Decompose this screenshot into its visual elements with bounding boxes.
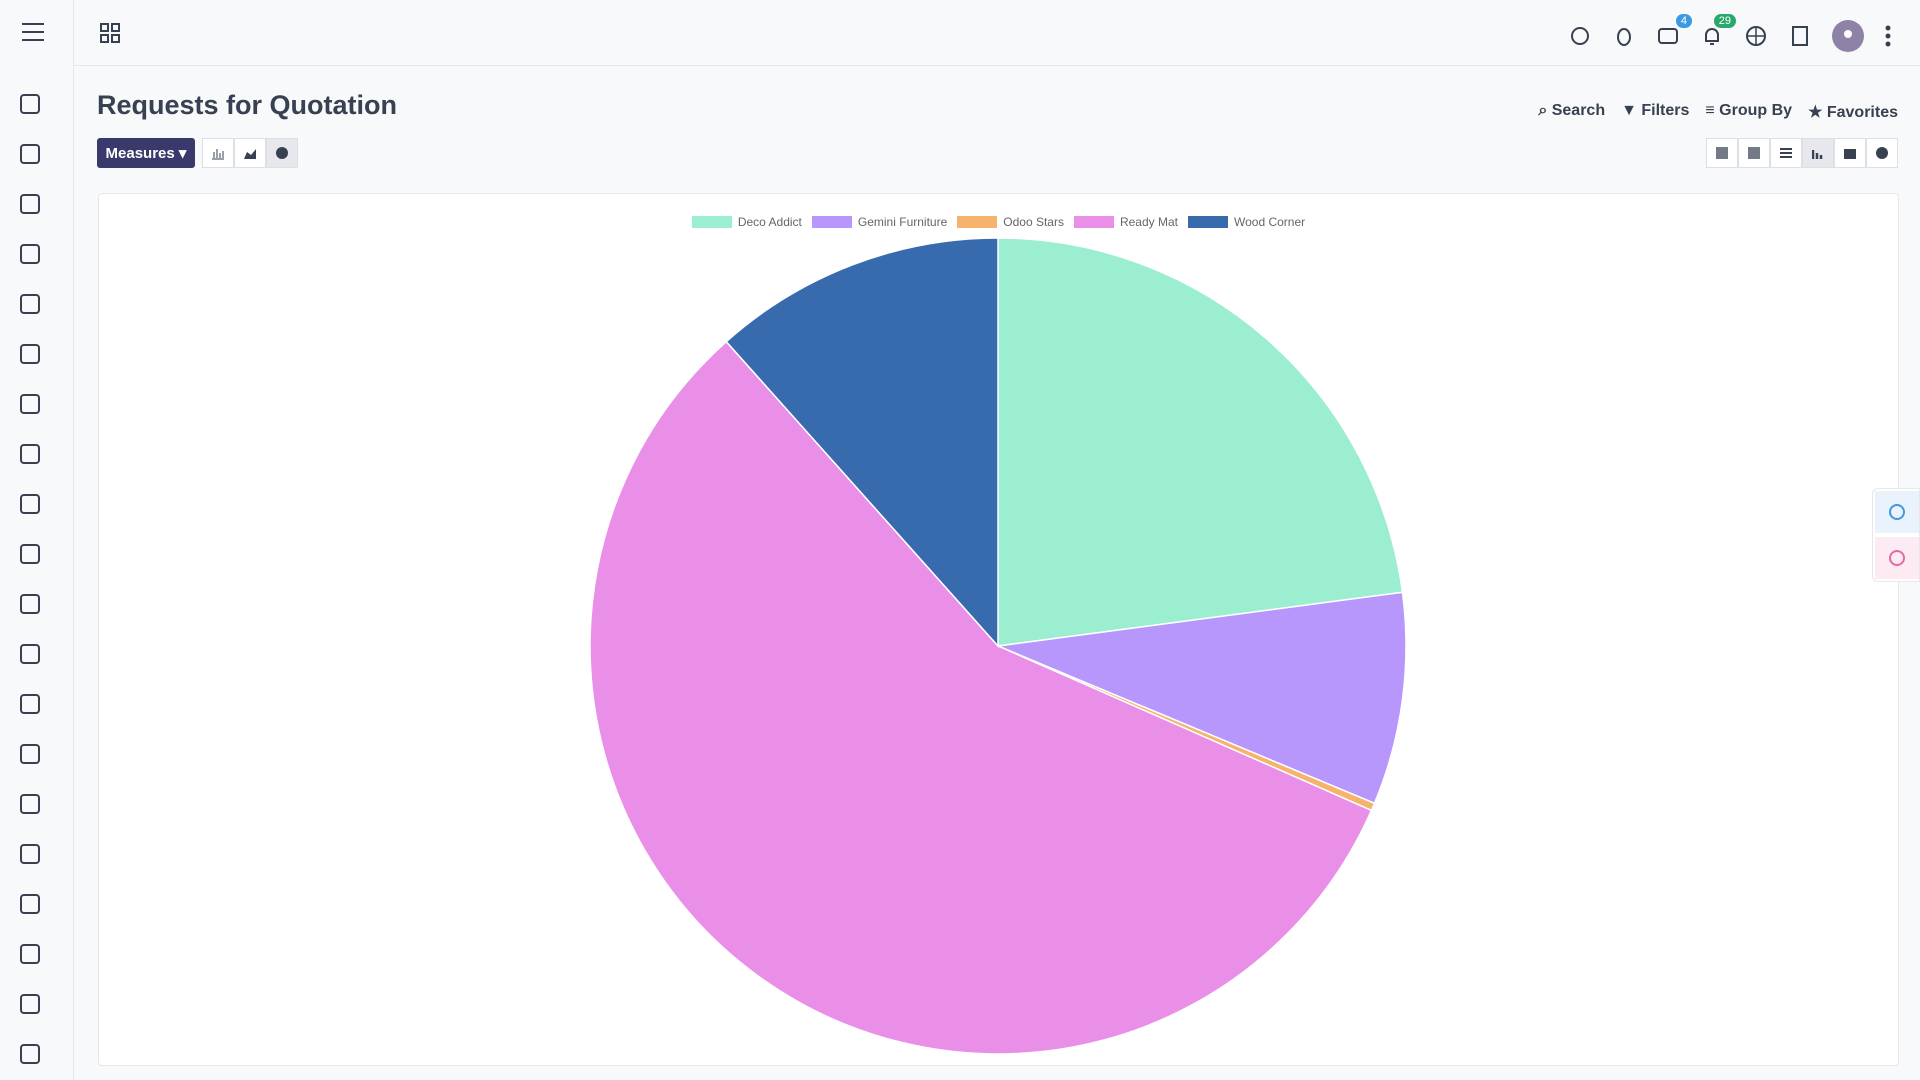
app-icon[interactable] [18,892,42,916]
favorites-label: Favorites [1826,104,1898,121]
legend-item[interactable]: Deco Addict [691,215,802,229]
pie-chart-button[interactable] [266,138,298,168]
side-widget [1872,488,1920,582]
line-chart-button[interactable] [234,138,266,168]
app-icon[interactable] [18,942,42,966]
pie-slice[interactable] [995,591,1407,805]
systray: 4 29 [1568,14,1892,52]
search[interactable]: ⌕ Search [1538,102,1606,119]
pie-slice[interactable] [997,237,1404,647]
legend-item[interactable]: Odoo Stars [957,215,1064,229]
app-icon[interactable] [18,292,42,316]
messages[interactable]: 4 [1656,14,1692,48]
app-icon[interactable] [18,242,42,266]
view-switcher [1706,138,1898,168]
legend-item[interactable]: Ready Mat [1073,215,1178,229]
app-icon[interactable] [18,1042,42,1066]
app-icon[interactable] [18,992,42,1016]
company[interactable] [1788,24,1812,48]
search-label: Search [1551,102,1606,119]
activities[interactable]: 29 [1700,14,1736,48]
app-icon[interactable] [18,742,42,766]
legend-label: Ready Mat [1119,215,1178,229]
app-icon[interactable] [18,542,42,566]
legend: Deco Addict Gemini Furniture Odoo Stars Rea… [99,215,1898,229]
chart-panel: Deco Addict Gemini Furniture Odoo Stars Rea… [98,193,1899,1066]
legend-label: Deco Addict [737,215,802,229]
group-by[interactable]: ≡ Group By [1705,102,1793,119]
legend-label: Gemini Furniture [857,215,948,229]
legend-swatch [691,216,732,228]
app-icon[interactable] [18,392,42,416]
filters-label: Filters [1641,102,1690,119]
view-button[interactable] [1738,138,1770,168]
measures-button[interactable]: Measures ▾ [97,138,195,168]
pie-slice[interactable] [725,237,999,648]
legend-item[interactable]: Wood Corner [1188,215,1305,229]
app-icon[interactable] [18,842,42,866]
legend-swatch [957,216,998,228]
group-by-label: Group By [1719,102,1793,119]
pie-slice[interactable] [589,340,1373,1055]
app-icon[interactable] [18,92,42,116]
view-button[interactable] [1770,138,1802,168]
app-icon[interactable] [18,792,42,816]
app-icon[interactable] [18,592,42,616]
topbar: 4 29 [22,0,1920,66]
widget-icons[interactable] [1873,489,1919,581]
legend-label: Wood Corner [1234,215,1306,229]
measures-label: Measures [105,145,175,162]
legend-swatch [811,216,852,228]
app-icon[interactable] [18,492,42,516]
chart-type-buttons [202,138,298,168]
more[interactable] [1884,24,1892,48]
app-icon[interactable] [18,642,42,666]
legend-swatch [1073,216,1114,228]
app-icon[interactable] [18,192,42,216]
view-button[interactable] [1706,138,1738,168]
badge: 29 [1713,14,1736,28]
view-button[interactable] [1866,138,1898,168]
apps-icon[interactable] [100,23,120,43]
pie-chart [589,237,1407,1055]
legend-item[interactable]: Gemini Furniture [811,215,948,229]
page-title: Requests for Quotation [97,90,398,120]
legend-swatch [1188,216,1228,228]
search-tools: ⌕ Search ▼ Filters ≡ Group By ★ Favorite… [1538,102,1898,122]
legend-label: Odoo Stars [1003,215,1064,229]
menu-icon[interactable] [22,22,44,42]
favorites[interactable]: ★ Favorites [1808,104,1898,121]
view-button[interactable] [1802,138,1834,168]
dark-mode[interactable] [1568,24,1592,48]
debug[interactable] [1612,24,1636,48]
app-icon[interactable] [18,692,42,716]
app-icon[interactable] [18,142,42,166]
badge: 4 [1675,14,1692,28]
app-icon[interactable] [18,342,42,366]
app-icon[interactable] [18,442,42,466]
bar-chart-button[interactable] [202,138,234,168]
sidebar [0,0,74,1080]
filters[interactable]: ▼ Filters [1621,102,1690,119]
avatar[interactable] [1832,20,1864,52]
language[interactable] [1744,24,1768,48]
view-button[interactable] [1834,138,1866,168]
